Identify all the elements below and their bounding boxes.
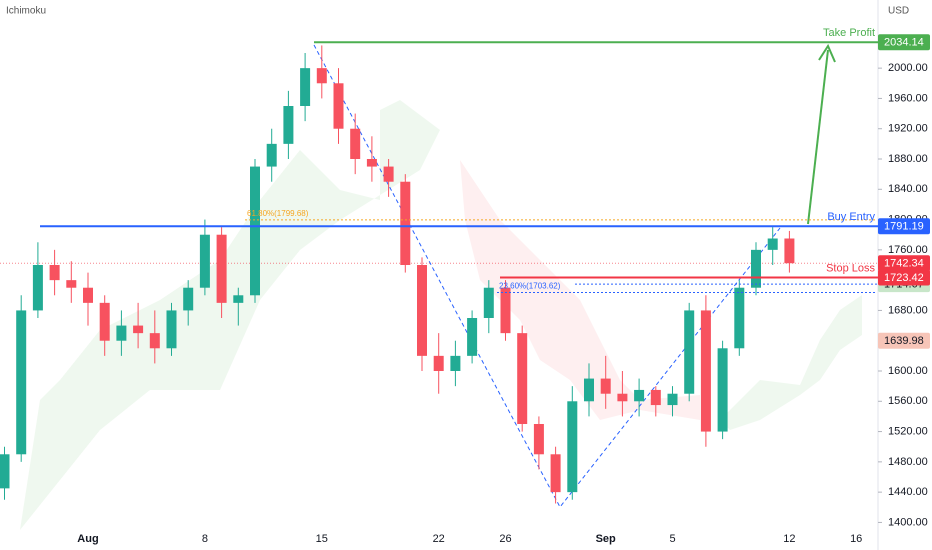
candle-body xyxy=(99,302,110,341)
price-box xyxy=(878,255,930,272)
candle-body xyxy=(183,287,194,311)
candle-body xyxy=(116,325,127,341)
candle-body xyxy=(433,355,444,371)
y-tick-label: 1400.00 xyxy=(888,516,928,528)
ichimoku-cloud xyxy=(720,295,862,430)
candle-body xyxy=(500,287,511,334)
y-tick-label: 1480.00 xyxy=(888,456,928,468)
candle-body xyxy=(600,378,611,394)
candle-body xyxy=(83,287,93,303)
y-tick-label: 1600.00 xyxy=(888,365,928,377)
x-tick-label: 15 xyxy=(316,533,328,545)
price-box-label: 1791.19 xyxy=(884,221,924,233)
currency: USD xyxy=(888,6,909,17)
candle-body xyxy=(617,393,628,402)
candle-body xyxy=(634,389,645,402)
price-box-label: 2034.14 xyxy=(884,37,924,49)
candle-body xyxy=(383,166,394,182)
candle-body xyxy=(467,318,478,356)
candle-body xyxy=(0,454,10,489)
candle-body xyxy=(333,83,344,129)
candle-body xyxy=(584,378,594,402)
price-box xyxy=(878,269,930,286)
x-tick-label: 12 xyxy=(783,533,795,545)
candle-body xyxy=(250,166,260,296)
candle-body xyxy=(567,401,578,493)
level-label: Take Profit xyxy=(823,27,875,39)
candle-body xyxy=(417,265,427,356)
y-tick-label: 1960.00 xyxy=(888,92,928,104)
candle-body xyxy=(784,238,795,264)
candle-body xyxy=(483,287,494,318)
arrow-head xyxy=(818,43,836,63)
y-tick-label: 1520.00 xyxy=(888,425,928,437)
candle-body xyxy=(751,249,761,288)
candle-body xyxy=(767,238,778,250)
y-tick-label: 1840.00 xyxy=(888,183,928,195)
x-tick-label: Sep xyxy=(596,533,616,545)
x-tick-label: 22 xyxy=(433,533,445,545)
x-tick-label: 5 xyxy=(669,533,675,545)
candle-body xyxy=(166,310,177,349)
x-tick-label: 16 xyxy=(850,533,862,545)
price-box xyxy=(878,332,930,349)
candle-body xyxy=(650,389,661,406)
candle-body xyxy=(533,424,544,455)
y-tick-label: 1560.00 xyxy=(888,395,928,407)
candle-body xyxy=(366,159,377,167)
candle-body xyxy=(149,333,160,349)
candle-body xyxy=(316,68,327,84)
candle-body xyxy=(133,325,144,334)
indicator-name: Ichimoku xyxy=(6,6,46,17)
arrow xyxy=(807,49,829,225)
candle-body xyxy=(32,265,43,311)
price-box-label: 1723.42 xyxy=(884,272,924,284)
candle-body xyxy=(517,333,528,424)
level-label: Buy Entry xyxy=(827,211,875,223)
candle-body xyxy=(350,128,361,159)
candle-body xyxy=(216,234,227,303)
candle-body xyxy=(400,181,411,265)
candle-body xyxy=(450,355,461,371)
candle-body xyxy=(717,348,728,432)
x-tick-label: 8 xyxy=(202,533,208,545)
y-tick-label: 1920.00 xyxy=(888,123,928,135)
candle-body xyxy=(684,310,695,394)
fib-label: 61.80%(1799.68) xyxy=(247,209,309,218)
y-tick-label: 1680.00 xyxy=(888,304,928,316)
candle-body xyxy=(734,287,745,349)
y-tick-label: 1760.00 xyxy=(888,244,928,256)
candle-body xyxy=(283,106,294,144)
candle-body xyxy=(667,393,678,406)
candle-body xyxy=(700,310,711,432)
y-tick-label: 2000.00 xyxy=(888,62,928,74)
y-tick-label: 1880.00 xyxy=(888,153,928,165)
candle-body xyxy=(16,310,27,455)
price-box xyxy=(878,218,930,235)
candle-body xyxy=(300,68,311,106)
y-tick-label: 1440.00 xyxy=(888,486,928,498)
candle-body xyxy=(49,265,60,281)
ichimoku-cloud xyxy=(20,100,440,530)
x-tick-label: Aug xyxy=(77,533,98,545)
candle-body xyxy=(199,234,210,288)
candle-body xyxy=(66,280,77,288)
price-box-label: 1742.34 xyxy=(884,258,924,270)
level-label: Stop Loss xyxy=(826,262,875,274)
candle-body xyxy=(233,295,244,303)
price-box-label: 1639.98 xyxy=(884,335,924,347)
candle-body xyxy=(266,143,277,167)
fib-label: 23.60%(1703.62) xyxy=(499,282,561,291)
price-box xyxy=(878,34,930,51)
x-tick-label: 26 xyxy=(499,533,511,545)
candle-body xyxy=(550,454,561,493)
